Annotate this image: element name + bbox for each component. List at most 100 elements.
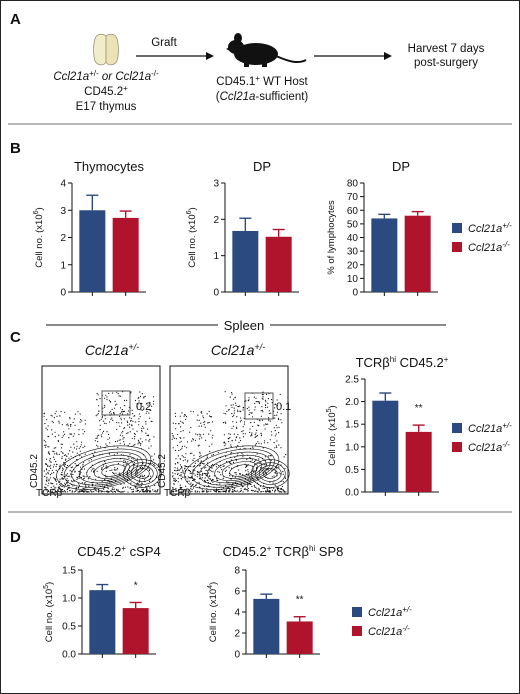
flow-event-dot <box>131 437 133 439</box>
flow-event-dot <box>278 444 280 446</box>
flow-event-dot <box>224 421 226 423</box>
flow-event-dot <box>230 462 232 464</box>
flow-plot-1 <box>41 365 162 495</box>
flow-event-dot <box>203 490 205 492</box>
flow-event-dot <box>115 472 117 474</box>
flow-contour <box>135 468 150 479</box>
flow-event-dot <box>143 397 145 399</box>
flow-event-dot <box>143 479 146 481</box>
flow-event-dot <box>79 421 81 423</box>
flow-event-dot <box>217 452 219 454</box>
flow-event-dot <box>76 489 78 491</box>
flow-event-dot <box>47 465 49 467</box>
flow-event-dot <box>237 409 239 411</box>
flow-event-dot <box>231 392 233 394</box>
chart-title: CD45.2+ TCRβhi SP8 <box>223 544 344 559</box>
flow-event-dot <box>252 470 254 473</box>
flow-event-dot <box>73 433 76 435</box>
flow-event-dot <box>156 490 158 492</box>
flow-event-dot <box>276 414 278 416</box>
flow-event-dot <box>209 475 211 477</box>
flow-event-dot <box>66 473 68 475</box>
flow-event-dot <box>175 423 177 425</box>
flow-event-dot <box>45 483 47 485</box>
flow-contour <box>250 459 290 488</box>
flow-event-dot <box>245 466 247 468</box>
chart-title: Thymocytes <box>74 159 145 174</box>
flow-event-dot <box>97 394 99 396</box>
thymus-lobes-icon <box>93 33 119 66</box>
flow-event-dot <box>87 491 89 493</box>
flow-event-dot <box>110 490 113 492</box>
flow-event-dot <box>270 431 273 433</box>
flow-event-dot <box>176 490 178 492</box>
flow-event-dot <box>212 454 214 456</box>
flow-contour <box>93 461 130 479</box>
y-tick-label: 0.5 <box>62 622 76 633</box>
flow-event-dot <box>232 421 234 423</box>
flow-event-dot <box>60 451 62 453</box>
flow-event-dot <box>187 476 189 478</box>
flow-event-dot <box>261 419 264 421</box>
flow-event-dot <box>136 406 138 408</box>
flow-event-dot <box>98 405 100 407</box>
flow-event-dot <box>256 488 258 490</box>
flow-event-dot <box>54 436 56 438</box>
y-axis-label: Cell no. (x105) <box>326 405 338 465</box>
flow-event-dot <box>126 399 128 401</box>
flow-event-dot <box>254 434 256 436</box>
bar-chart-dp-count: 0 1 2 3 Cell no. (x106) DP <box>186 159 299 299</box>
flow-event-dot <box>149 490 151 492</box>
flow-event-dot <box>258 462 260 464</box>
flow-event-dot <box>127 491 129 493</box>
flow-event-dot <box>82 475 84 477</box>
flow-event-dot <box>200 467 202 469</box>
flow-event-dot <box>254 402 256 404</box>
flow-event-dot <box>252 446 254 448</box>
flow-event-dot <box>203 472 205 475</box>
flow-event-dot <box>141 467 144 469</box>
flow-event-dot <box>53 447 55 449</box>
bar-chart-thymocytes: 0 1 2 3 4 Cell no. (x106) Thymocytes <box>33 159 146 299</box>
flow-event-dot <box>63 454 65 457</box>
flow-event-dot <box>205 469 207 472</box>
flow-event-dot <box>107 438 109 440</box>
flow-event-dot <box>59 415 61 417</box>
flow-event-dot <box>173 480 175 482</box>
flow-event-dot <box>270 398 273 401</box>
flow-event-dot <box>123 464 125 466</box>
flow-event-dot <box>200 460 202 462</box>
flow-event-dot <box>205 491 208 493</box>
flow-event-dot <box>240 419 242 421</box>
flow-event-dot <box>94 451 96 453</box>
flow-event-dot <box>210 416 213 418</box>
flow-event-dot <box>213 475 215 477</box>
flow-event-dot <box>111 469 113 471</box>
flow-event-dot <box>218 471 220 473</box>
flow-event-dot <box>78 447 80 449</box>
y-tick-label: 6 <box>234 587 240 598</box>
flow-event-dot <box>144 395 146 397</box>
flow-event-dot <box>99 424 101 426</box>
flow-event-dot <box>153 436 155 438</box>
flow-event-dot <box>241 431 243 433</box>
flow-event-dot <box>173 483 175 485</box>
flow-event-dot <box>52 488 54 490</box>
y-axis-label: % of lymphocytes <box>326 200 337 275</box>
y-tick-label: 2.5 <box>345 375 359 386</box>
flow-event-dot <box>199 435 201 437</box>
harvest-arrowhead <box>384 52 392 60</box>
flow-event-dot <box>184 445 186 447</box>
flow-event-dot <box>172 490 174 492</box>
flow-event-dot <box>232 489 234 491</box>
flow-event-dot <box>226 460 228 463</box>
bar <box>405 431 432 492</box>
flow-event-dot <box>51 420 53 422</box>
flow-event-dot <box>116 440 118 442</box>
flow-event-dot <box>280 491 282 493</box>
flow-event-dot <box>43 415 45 417</box>
flow-event-dot <box>277 490 279 492</box>
flow-event-dot <box>84 419 86 421</box>
flow-event-dot <box>241 486 243 488</box>
flow-event-dot <box>140 443 142 445</box>
